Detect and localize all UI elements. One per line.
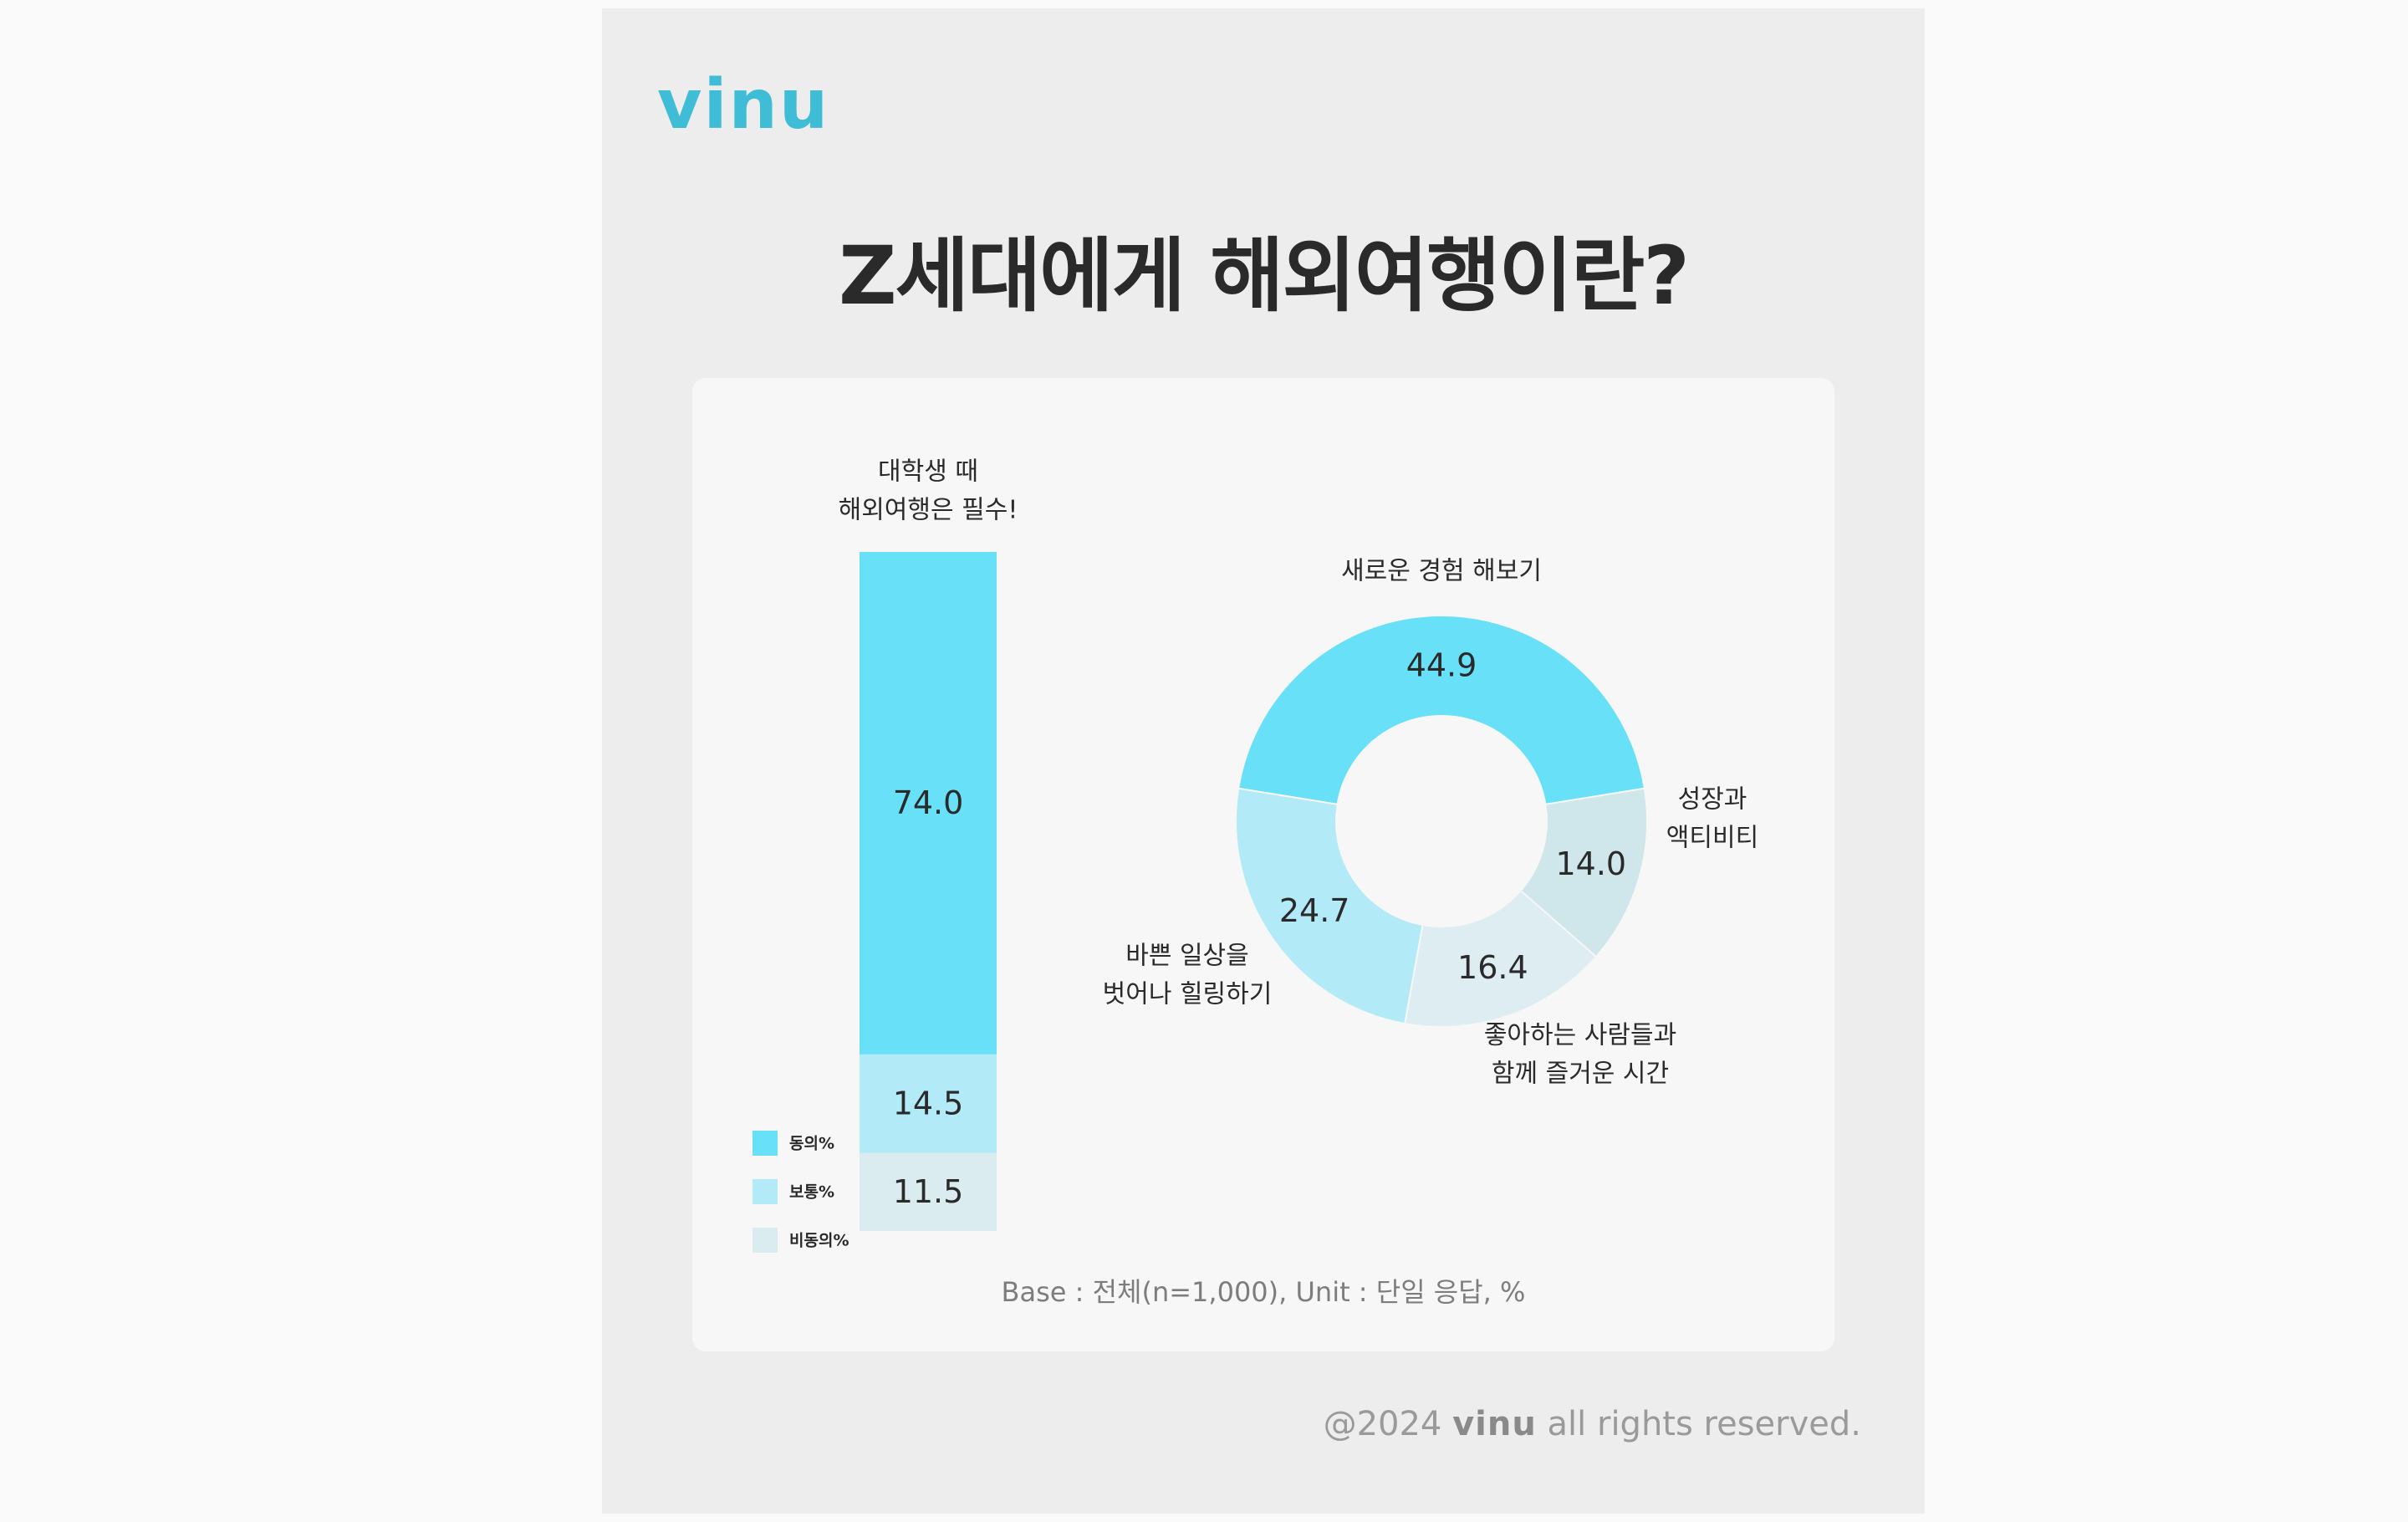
donut-category-label: 새로운 경험 해보기: [1341, 557, 1542, 586]
donut-category-label: 성장과: [1678, 785, 1747, 815]
donut-slice-2: [1404, 889, 1598, 1028]
donut-value-label: 16.4: [1457, 949, 1528, 986]
donut-category-label: 바쁜 일상을: [1125, 942, 1249, 971]
legend-label: 동의%: [789, 1135, 834, 1153]
legend-swatch: [752, 1228, 778, 1253]
bar-value-label: 11.5: [893, 1173, 964, 1210]
donut-slice-1: [1519, 787, 1648, 958]
donut-category-label: 좋아하는 사람들과: [1484, 1021, 1676, 1050]
bar-title-line: 해외여행은 필수!: [839, 496, 1018, 525]
copyright-brand: vinu: [1452, 1405, 1537, 1443]
page-title: Z세대에게 해외여행이란?: [839, 229, 1690, 323]
brand-logo: vinu: [657, 65, 830, 145]
donut-category-label: 함께 즐거운 시간: [1492, 1060, 1669, 1089]
bar-segment-1: [860, 1054, 997, 1153]
bar-value-label: 14.5: [893, 1085, 964, 1121]
legend-label: 비동의%: [789, 1232, 849, 1250]
donut-value-label: 14.0: [1555, 845, 1626, 882]
donut-slice-3: [1235, 787, 1424, 1025]
bar-segment-2: [860, 1152, 997, 1231]
base-footnote: Base : 전체(n=1,000), Unit : 단일 응답, %: [1001, 1276, 1526, 1308]
donut-category-label: 벗어나 힐링하기: [1103, 980, 1273, 1009]
copyright-suffix: all rights reserved.: [1547, 1405, 1861, 1443]
bar-segment-0: [860, 552, 997, 1055]
donut-value-label: 24.7: [1279, 892, 1350, 929]
donut-value-label: 44.9: [1406, 647, 1477, 684]
bar-title-line: 대학생 때: [878, 457, 978, 487]
bar-value-label: 74.0: [893, 784, 964, 821]
legend-swatch: [752, 1179, 778, 1204]
donut-category-label: 액티비티: [1666, 824, 1758, 853]
copyright-line: @2024 vinu all rights reserved.: [1324, 1405, 1861, 1443]
donut-slice-0: [1237, 614, 1645, 806]
legend-swatch: [752, 1131, 778, 1156]
legend-label: 보통%: [789, 1183, 834, 1202]
copyright-year: @2024: [1323, 1405, 1442, 1443]
